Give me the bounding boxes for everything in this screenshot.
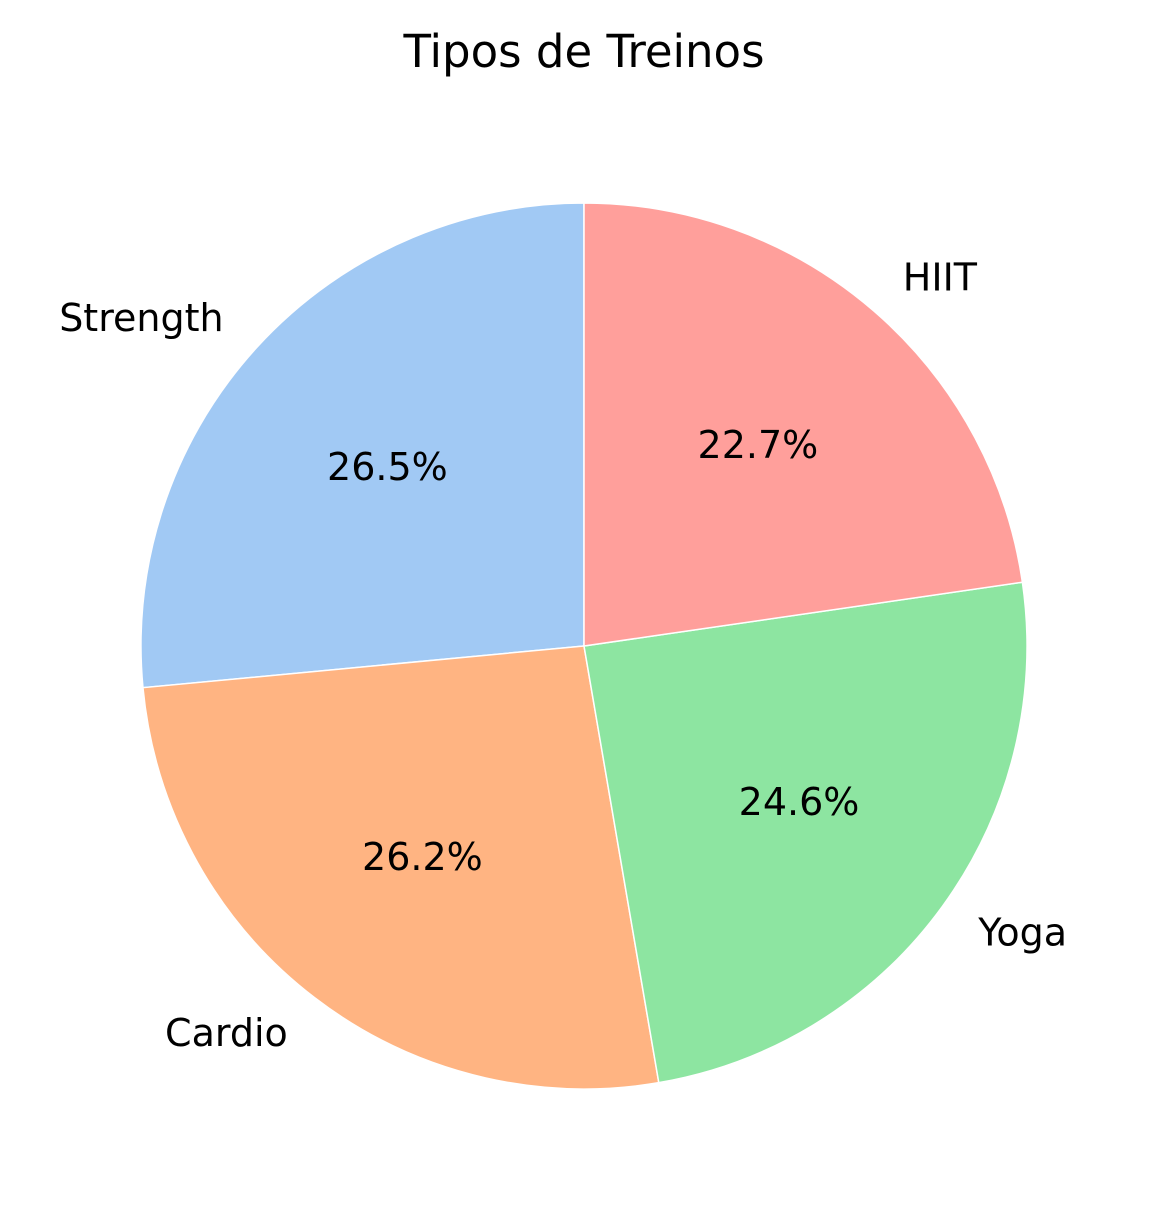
slice-label-strength: Strength bbox=[59, 296, 223, 340]
slice-label-cardio: Cardio bbox=[165, 1011, 288, 1055]
slice-value-label-hiit: 22.7% bbox=[698, 423, 819, 467]
slice-value-label-yoga: 24.6% bbox=[739, 780, 860, 824]
slice-strength bbox=[140, 202, 585, 689]
slice-value-label-cardio: 26.2% bbox=[362, 835, 483, 879]
slice-label-yoga: Yoga bbox=[977, 910, 1067, 954]
slice-yoga bbox=[583, 581, 1028, 1084]
slice-label-hiit: HIIT bbox=[903, 255, 978, 299]
pie-slices bbox=[140, 202, 1028, 1090]
chart-title: Tipos de Treinos bbox=[402, 25, 764, 78]
slice-cardio bbox=[142, 645, 660, 1090]
slice-value-label-strength: 26.5% bbox=[327, 445, 448, 489]
slice-hiit bbox=[583, 202, 1024, 647]
pie-labels: Strength 26.5% Cardio 26.2% Yoga 24.6% HIIT 22.… bbox=[59, 255, 1067, 1054]
